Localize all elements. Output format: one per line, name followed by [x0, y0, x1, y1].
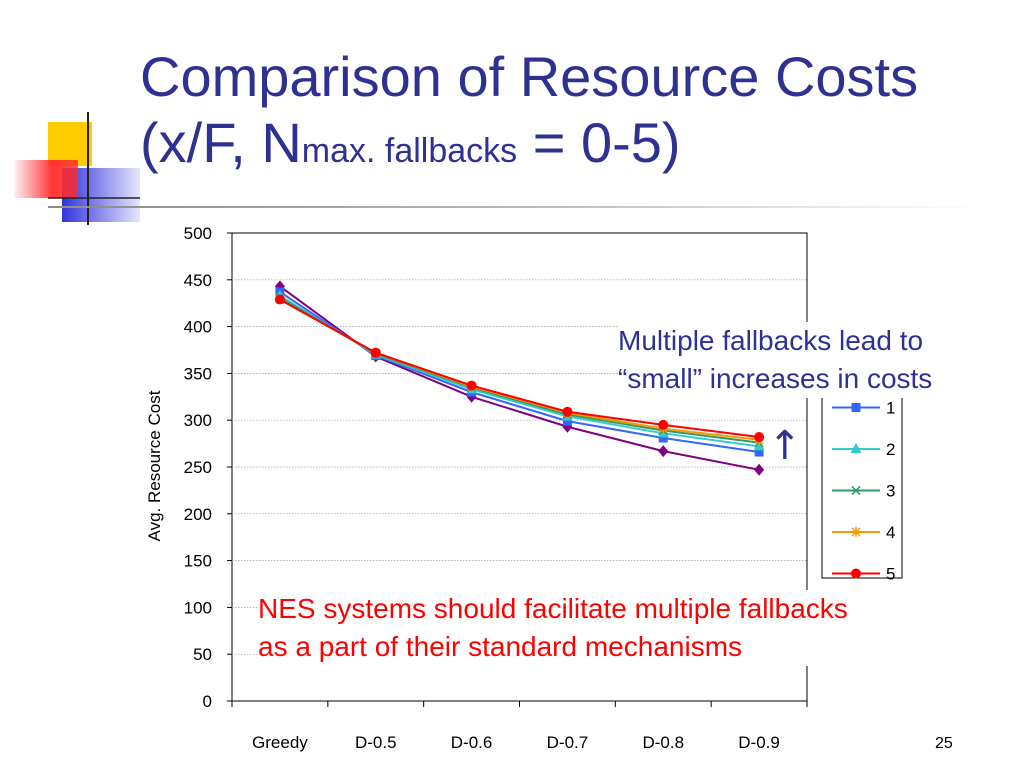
data-point-series-5 — [754, 432, 765, 443]
slide-title: Comparison of Resource Costs (x/F, Nmax.… — [140, 44, 1020, 184]
chart-axes: 0 50 100 150 200 250 300 350 400 450 500 Greedy D-0.… — [184, 224, 808, 752]
legend-label: 5 — [886, 565, 895, 584]
up-arrow-icon: ↑ — [768, 423, 802, 469]
callout-blue-line-2: “small” increases in costs — [618, 363, 933, 394]
y-tick-label: 0 — [203, 692, 212, 711]
callout-fallback-costs: Multiple fallbacks lead to “small” incre… — [618, 322, 1008, 398]
legend-label: 3 — [886, 482, 895, 501]
data-point-series-5 — [370, 347, 381, 358]
series-line-5 — [279, 298, 760, 439]
data-point-series-5 — [562, 406, 573, 417]
y-tick-label: 50 — [193, 645, 212, 664]
y-tick-label: 400 — [184, 318, 212, 337]
y-tick-label: 450 — [184, 271, 212, 290]
legend-label: 1 — [886, 399, 895, 418]
slide-title-line2: (x/F, Nmax. fallbacks = 0-5) — [140, 110, 1020, 184]
data-point-series-2 — [753, 440, 765, 451]
data-point-series-5 — [466, 380, 477, 391]
y-tick-label: 150 — [184, 552, 212, 571]
data-point-series-1 — [658, 433, 668, 443]
y-tick-label: 200 — [184, 505, 212, 524]
y-tick-label: 350 — [184, 364, 212, 383]
chart-series — [274, 280, 765, 476]
x-tick-label: Greedy — [252, 733, 308, 752]
legend-marker — [851, 403, 861, 412]
y-tick-label: 250 — [184, 458, 212, 477]
page-number: 25 — [935, 735, 953, 752]
slide-title-part-a: (x/F, N — [140, 111, 302, 174]
legend-marker — [851, 527, 861, 537]
data-point-series-5 — [658, 419, 669, 430]
slide-title-part-b: = 0-5) — [517, 111, 681, 174]
legend-marker — [851, 485, 861, 496]
y-tick-label: 500 — [184, 224, 212, 243]
x-tick-label: D-0.8 — [642, 733, 684, 752]
data-point-series-5 — [274, 294, 285, 305]
y-tick-label: 100 — [184, 598, 212, 617]
callout-red-line-1: NES systems should facilitate multiple f… — [258, 593, 848, 624]
x-tick-label: D-0.6 — [451, 733, 493, 752]
slide-title-subscript: max. fallbacks — [301, 132, 518, 170]
logo-squares-icon — [14, 112, 140, 225]
slide-title-line1: Comparison of Resource Costs — [140, 45, 919, 108]
x-tick-label: D-0.7 — [547, 733, 589, 752]
x-tick-label: D-0.5 — [355, 733, 397, 752]
data-point-series-0 — [754, 463, 765, 476]
callout-nes-systems: NES systems should facilitate multiple f… — [258, 590, 988, 666]
data-point-series-1 — [754, 447, 764, 457]
legend-label: 2 — [886, 440, 895, 459]
callout-red-line-2: as a part of their standard mechanisms — [258, 631, 743, 662]
y-axis-label: Avg. Resource Cost — [145, 390, 164, 541]
data-point-series-0 — [658, 445, 669, 458]
x-tick-label: D-0.9 — [738, 733, 780, 752]
data-point-series-1 — [562, 416, 572, 426]
callout-blue-line-1: Multiple fallbacks lead to — [618, 325, 924, 356]
y-tick-label: 300 — [184, 411, 212, 430]
legend-label: 4 — [886, 523, 895, 542]
legend-marker — [851, 568, 861, 579]
title-divider — [48, 206, 978, 208]
legend-marker — [850, 443, 862, 453]
